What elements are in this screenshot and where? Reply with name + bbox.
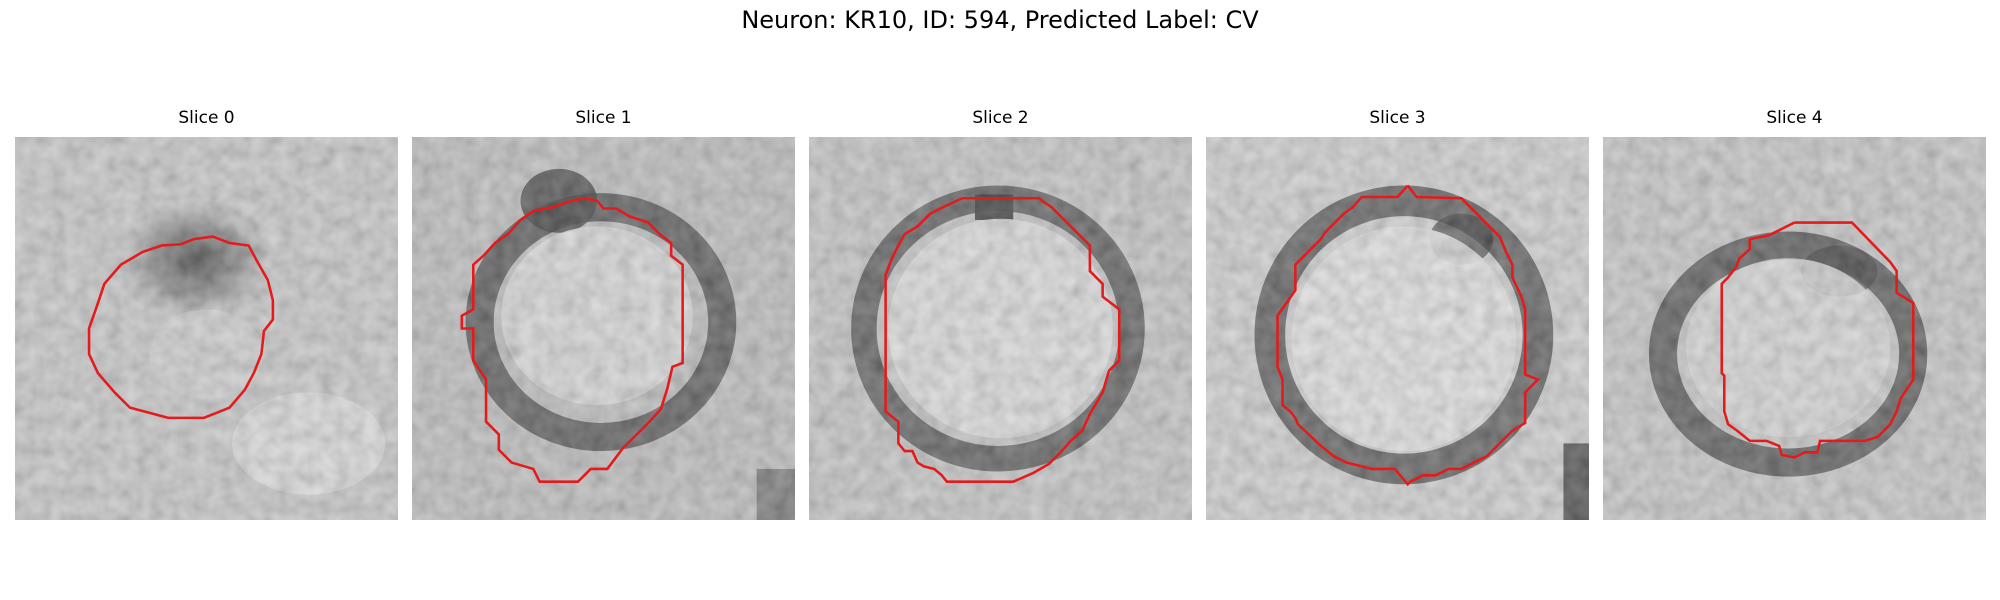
contour-3	[1276, 184, 1541, 487]
contour-2	[884, 197, 1121, 483]
slice-panel-3: Slice 3	[1206, 108, 1589, 520]
slice-image-2	[809, 137, 1192, 520]
slice-panel-1: Slice 1	[412, 108, 795, 520]
slice-image-4	[1603, 137, 1986, 520]
figure-title: Neuron: KR10, ID: 594, Predicted Label: …	[741, 6, 1259, 34]
slice-title-4: Slice 4	[1766, 108, 1823, 128]
slice-title-1: Slice 1	[575, 108, 632, 128]
slice-title-0: Slice 0	[178, 108, 235, 128]
contour-0	[87, 235, 275, 420]
slice-image-3	[1206, 137, 1589, 520]
contour-4	[1720, 221, 1915, 459]
slice-image-0	[15, 137, 398, 520]
slice-image-1	[412, 137, 795, 520]
contour-1	[460, 196, 684, 483]
slice-panel-4: Slice 4	[1603, 108, 1986, 520]
slice-panel-0: Slice 0	[15, 108, 398, 520]
slice-title-2: Slice 2	[972, 108, 1029, 128]
slice-panel-2: Slice 2	[809, 108, 1192, 520]
slice-title-3: Slice 3	[1369, 108, 1426, 128]
